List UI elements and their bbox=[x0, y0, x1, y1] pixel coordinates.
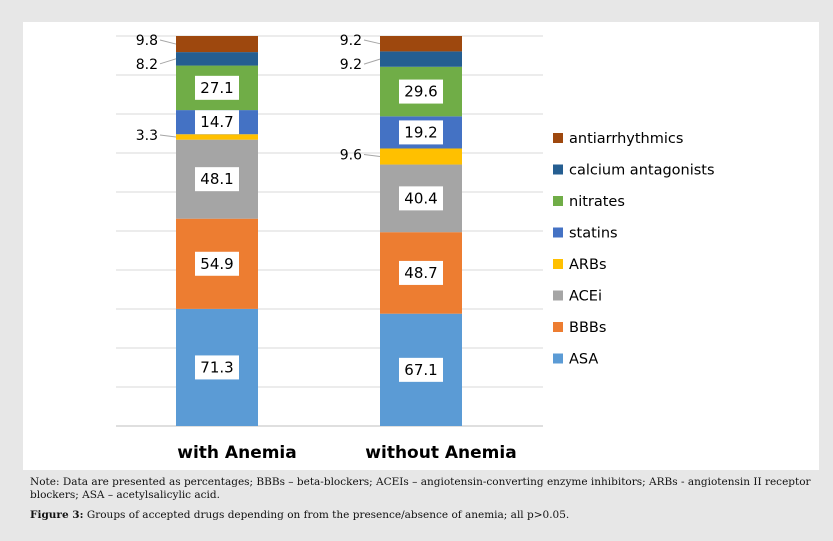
legend-swatch bbox=[553, 353, 563, 364]
data-label-box bbox=[399, 79, 443, 104]
data-label: 9.6 bbox=[340, 148, 362, 164]
legend-label: ACEi bbox=[569, 289, 602, 305]
data-label: 67.1 bbox=[404, 361, 437, 379]
bar-segment-arbs bbox=[380, 148, 462, 165]
label-leader-line bbox=[159, 134, 177, 138]
data-label-box bbox=[399, 260, 443, 285]
data-label: 48.1 bbox=[200, 170, 233, 188]
chart-area: 71.3 54.9 48.1 3.3 14.7 27.1 8.2 9.8 with Anemia… bbox=[23, 22, 819, 470]
bar-segment-calcium-antagonists bbox=[380, 51, 462, 67]
data-label-box bbox=[195, 355, 239, 380]
data-label: 3.3 bbox=[136, 128, 158, 144]
label-leader-line bbox=[363, 39, 381, 45]
data-label: 27.1 bbox=[200, 79, 233, 97]
figure-note: Note: Data are presented as percentages;… bbox=[30, 476, 811, 501]
bar-segment-antiarrhythmics bbox=[176, 36, 258, 53]
figure-caption: Figure 3: Groups of accepted drugs depen… bbox=[30, 509, 820, 522]
label-leader-line bbox=[159, 58, 177, 65]
data-label-box bbox=[195, 110, 239, 135]
stacked-bar-chart: 71.3 54.9 48.1 3.3 14.7 27.1 8.2 9.8 with Anemia… bbox=[116, 33, 715, 463]
data-label-box bbox=[195, 167, 239, 192]
data-label: 48.7 bbox=[404, 264, 437, 282]
legend-label: ARBs bbox=[569, 257, 607, 273]
label-leader-line bbox=[363, 58, 381, 65]
legend-swatch bbox=[553, 196, 563, 206]
data-label: 9.2 bbox=[340, 57, 362, 73]
data-label-box bbox=[399, 357, 443, 382]
data-label-box bbox=[399, 186, 443, 211]
legend-swatch bbox=[553, 133, 563, 143]
category-label: with Anemia bbox=[177, 443, 296, 463]
legend-swatch bbox=[553, 259, 563, 269]
legend-label: antiarrhythmics bbox=[569, 131, 683, 147]
data-label-box bbox=[195, 251, 239, 276]
data-label: 14.7 bbox=[200, 113, 233, 131]
data-label: 19.2 bbox=[404, 123, 437, 141]
bar-segment-arbs bbox=[176, 134, 258, 140]
label-leader-line bbox=[159, 39, 177, 45]
data-label-box bbox=[399, 120, 443, 145]
legend-swatch bbox=[553, 164, 563, 175]
legend-label: ASA bbox=[569, 352, 598, 368]
category-label: without Anemia bbox=[365, 443, 516, 463]
data-label: 9.8 bbox=[136, 33, 158, 49]
legend-label: statins bbox=[569, 226, 618, 242]
legend-label: calcium antagonists bbox=[569, 163, 715, 179]
figure-caption-label: Figure 3: bbox=[30, 509, 84, 521]
data-label: 29.6 bbox=[404, 83, 437, 101]
legend-label: nitrates bbox=[569, 194, 625, 210]
data-label: 54.9 bbox=[200, 255, 233, 273]
bar-segment-antiarrhythmics bbox=[380, 36, 462, 52]
data-label: 71.3 bbox=[200, 358, 233, 376]
legend-label: BBBs bbox=[569, 320, 606, 336]
legend-swatch bbox=[553, 227, 563, 238]
legend-swatch bbox=[553, 322, 563, 332]
bar-segment-calcium-antagonists bbox=[176, 52, 258, 66]
data-label: 40.4 bbox=[404, 189, 437, 207]
data-label-box bbox=[195, 75, 239, 100]
data-label: 9.2 bbox=[340, 33, 362, 49]
label-leader-line bbox=[363, 154, 381, 158]
data-label: 8.2 bbox=[136, 57, 158, 73]
legend-swatch bbox=[553, 290, 563, 301]
figure-caption-text: Groups of accepted drugs depending on fr… bbox=[83, 509, 570, 521]
